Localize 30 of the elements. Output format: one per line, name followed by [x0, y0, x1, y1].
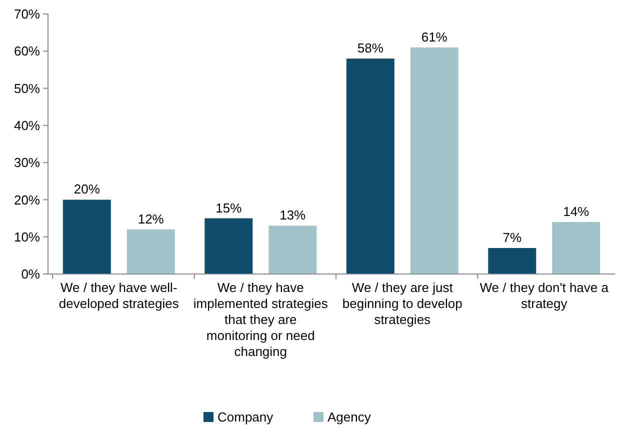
bar [488, 248, 536, 274]
data-label: 58% [357, 40, 384, 56]
data-label: 61% [421, 29, 448, 44]
x-tick-label: We / they don't have a strategy [480, 280, 610, 311]
data-label: 20% [74, 182, 100, 197]
bar [126, 229, 175, 274]
y-tick-label: 50% [14, 80, 40, 96]
data-label: 14% [563, 204, 590, 219]
y-tick-label: 30% [14, 155, 40, 170]
bar [62, 200, 111, 274]
data-label: 15% [216, 200, 242, 216]
y-tick-label: 70% [14, 6, 40, 22]
bar [204, 218, 253, 274]
bar [268, 226, 317, 274]
y-tick-label: 0% [21, 266, 40, 282]
data-label: 12% [138, 211, 164, 226]
bar [410, 47, 458, 274]
x-tick-label: We / they are just beginning to develop strategies [342, 280, 462, 327]
y-tick-label: 20% [14, 192, 40, 208]
data-label: 13% [280, 208, 306, 223]
legend-label: Company [218, 410, 274, 425]
y-tick-label: 10% [14, 229, 40, 244]
x-tick-label: We / they have well-developed strategies [58, 280, 180, 311]
y-tick-label: 40% [14, 118, 40, 133]
x-tick-label: We / they have implemented strategies that they are monitoring or need changing [193, 280, 328, 359]
y-tick-label: 60% [14, 44, 40, 59]
bar [346, 58, 394, 274]
data-label: 7% [502, 230, 522, 245]
bar [552, 222, 600, 274]
legend-label: Agency [328, 410, 372, 425]
